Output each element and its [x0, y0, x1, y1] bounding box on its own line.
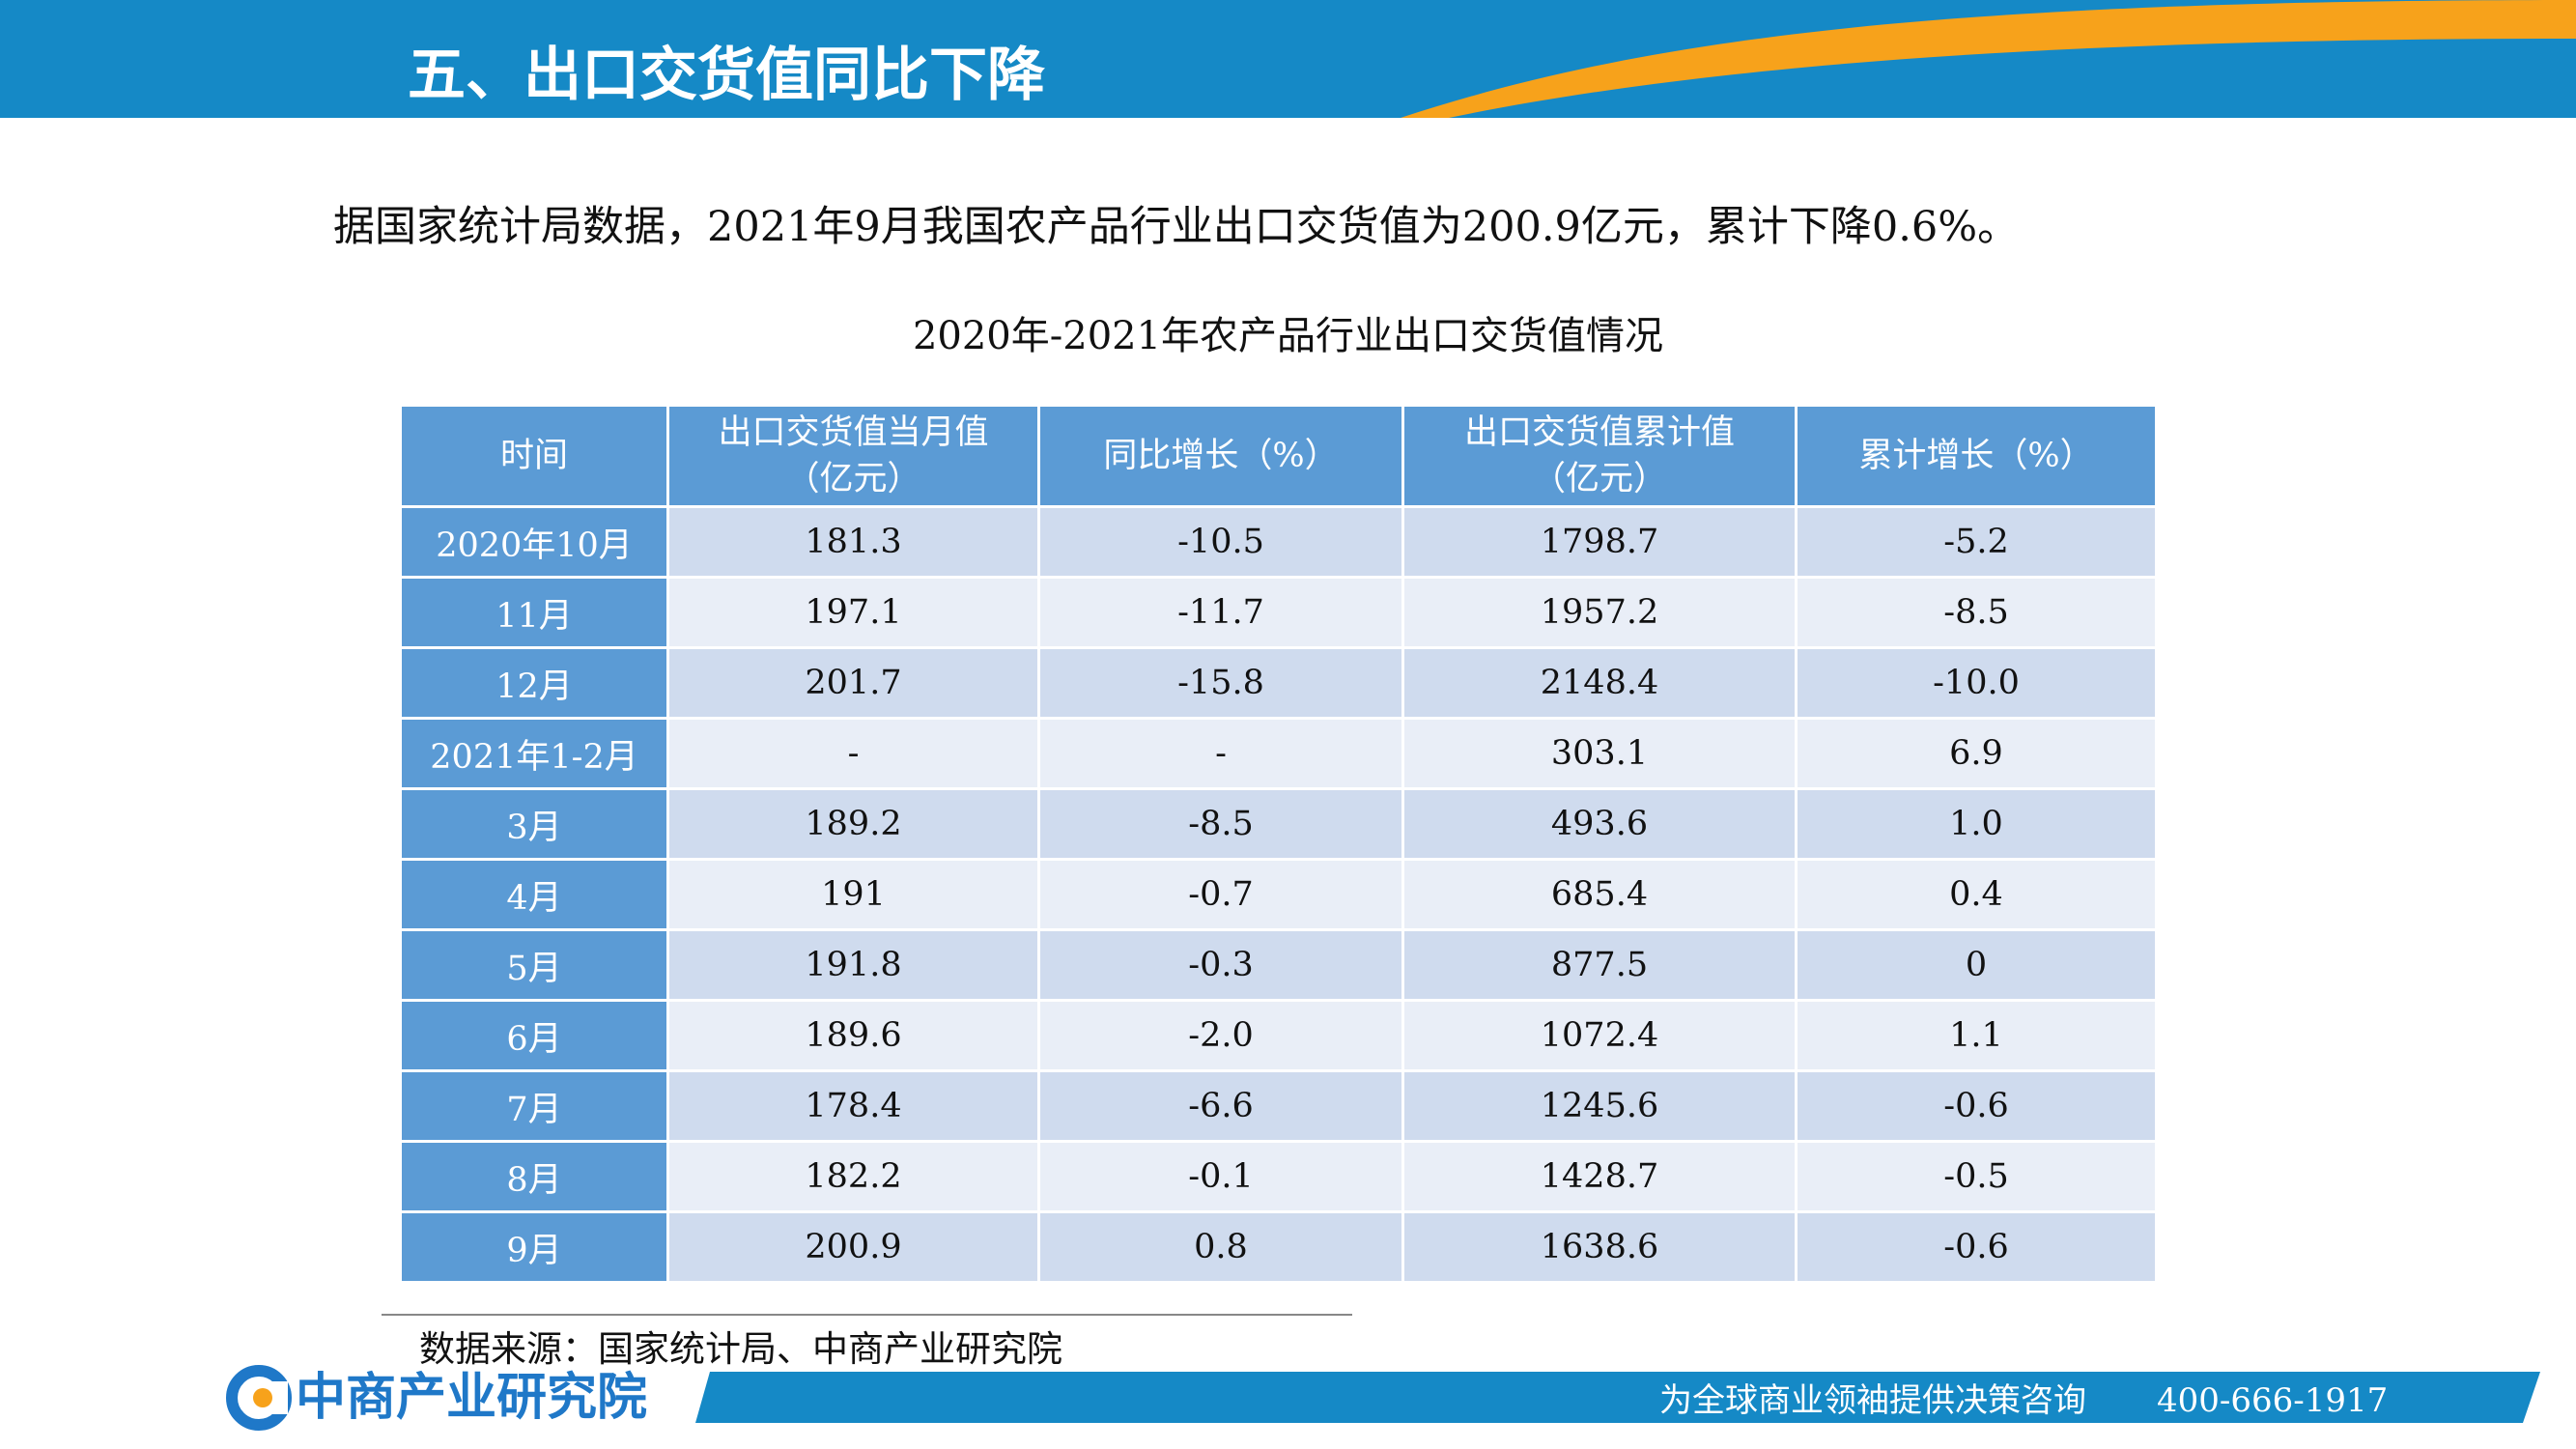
header-cell: 累计增长（%）: [1795, 404, 2158, 508]
row: 8月 182.2 -0.1 1428.7 -0.5: [399, 1140, 2158, 1213]
cell: -0.3: [1037, 928, 1404, 1002]
row-label: 11月: [399, 576, 669, 649]
header-cell: 同比增长（%）: [1037, 404, 1404, 508]
cell: -: [666, 717, 1040, 790]
cell: 1.1: [1795, 999, 2158, 1072]
row: 2020年10月 181.3 -10.5 1798.7 -5.2: [399, 505, 2158, 579]
cell: 2148.4: [1401, 646, 1798, 720]
phone: 400-666-1917: [2157, 1381, 2389, 1420]
cell: -5.2: [1795, 505, 2158, 579]
cell: 303.1: [1401, 717, 1798, 790]
row: 7月 178.4 -6.6 1245.6 -0.6: [399, 1069, 2158, 1143]
row-label: 2021年1-2月: [399, 717, 669, 790]
cell: 178.4: [666, 1069, 1040, 1143]
cell: 877.5: [1401, 928, 1798, 1002]
header-cell: 出口交货值当月值 （亿元）: [666, 404, 1040, 508]
row: 12月 201.7 -15.8 2148.4 -10.0: [399, 646, 2158, 720]
cell: 201.7: [666, 646, 1040, 720]
header-row: 时间 出口交货值当月值 （亿元） 同比增长（%） 出口交货值累计值 （亿元） 累计增长（%）: [399, 404, 2158, 508]
header-line: 累计增长（%）: [1858, 437, 2094, 475]
table-body: 2020年10月 181.3 -10.5 1798.7 -5.2 11月 197.1 -11.…: [399, 505, 2158, 1284]
cell: 1072.4: [1401, 999, 1798, 1072]
cell: 1245.6: [1401, 1069, 1798, 1143]
cell: 0.4: [1795, 858, 2158, 931]
title: 五、出口交货值同比下降: [408, 42, 1045, 109]
header-accent: [1449, 39, 2576, 118]
cell: -8.5: [1037, 787, 1404, 861]
header-line: 同比增长（%）: [1103, 437, 1339, 475]
logo-icon: [253, 1388, 272, 1407]
footer-bar: [695, 1372, 2540, 1423]
row: 5月 191.8 -0.3 877.5 0: [399, 928, 2158, 1002]
cell: 1638.6: [1401, 1210, 1798, 1284]
intro: 据国家统计局数据，2021年9月我国农产品行业出口交货值为200.9亿元，累计下…: [333, 203, 2020, 251]
header-line: 时间: [499, 437, 568, 475]
cell: -10.5: [1037, 505, 1404, 579]
cell: 189.6: [666, 999, 1040, 1072]
cell: -6.6: [1037, 1069, 1404, 1143]
header-cell: 出口交货值累计值 （亿元）: [1401, 404, 1798, 508]
slogan: 为全球商业领袖提供决策咨询: [1659, 1381, 2086, 1420]
cell: -0.5: [1795, 1140, 2158, 1213]
cell: 181.3: [666, 505, 1040, 579]
table-title: 2020年-2021年农产品行业出口交货值情况: [912, 314, 1664, 358]
row-label: 2020年10月: [399, 505, 669, 579]
cell: 0: [1795, 928, 2158, 1002]
cell: 493.6: [1401, 787, 1798, 861]
cell: -0.6: [1795, 1210, 2158, 1284]
row-label: 8月: [399, 1140, 669, 1213]
row: 3月 189.2 -8.5 493.6 1.0: [399, 787, 2158, 861]
row-label: 5月: [399, 928, 669, 1002]
header-line: 出口交货值当月值: [718, 413, 989, 452]
row: 11月 197.1 -11.7 1957.2 -8.5: [399, 576, 2158, 649]
row-label: 12月: [399, 646, 669, 720]
cell: -2.0: [1037, 999, 1404, 1072]
logo: 中商产业研究院: [296, 1369, 648, 1427]
cell: 0.8: [1037, 1210, 1404, 1284]
cell: -0.1: [1037, 1140, 1404, 1213]
row-label: 6月: [399, 999, 669, 1072]
cell: 1.0: [1795, 787, 2158, 861]
row: 6月 189.6 -2.0 1072.4 1.1: [399, 999, 2158, 1072]
row: 4月 191 -0.7 685.4 0.4: [399, 858, 2158, 931]
cell: 1798.7: [1401, 505, 1798, 579]
cell: -11.7: [1037, 576, 1404, 649]
row: 2021年1-2月 - -303.1 6.9: [399, 717, 2158, 790]
cell: 6.9: [1795, 717, 2158, 790]
cell: -0.6: [1795, 1069, 2158, 1143]
cell: 191: [666, 858, 1040, 931]
table: 时间 出口交货值当月值 （亿元） 同比增长（%） 出口交货值累计值 （亿元） 累计增长（%）…: [399, 404, 2158, 1284]
row-label: 7月: [399, 1069, 669, 1143]
cell: 182.2: [666, 1140, 1040, 1213]
cell: -0.7: [1037, 858, 1404, 931]
cell: 200.9: [666, 1210, 1040, 1284]
header-line: （亿元）: [785, 460, 921, 498]
row-label: 3月: [399, 787, 669, 861]
cell: -: [1037, 717, 1404, 790]
source: 数据来源：国家统计局、中商产业研究院: [419, 1328, 1062, 1370]
cell: 191.8: [666, 928, 1040, 1002]
row-label: 4月: [399, 858, 669, 931]
row-label: 9月: [399, 1210, 669, 1284]
row: 9月 200.9 0.8 1638.6 -0.6: [399, 1210, 2158, 1284]
cell: 1428.7: [1401, 1140, 1798, 1213]
cell: 189.2: [666, 787, 1040, 861]
cell: 685.4: [1401, 858, 1798, 931]
cell: -10.0: [1795, 646, 2158, 720]
header-cell: 时间: [399, 404, 669, 508]
cell: 1957.2: [1401, 576, 1798, 649]
header-line: 出口交货值累计值: [1463, 413, 1735, 452]
cell: -15.8: [1037, 646, 1404, 720]
header-line: （亿元）: [1531, 460, 1667, 498]
cell: 197.1: [666, 576, 1040, 649]
cell: -8.5: [1795, 576, 2158, 649]
